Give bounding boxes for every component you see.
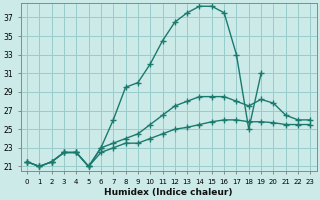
X-axis label: Humidex (Indice chaleur): Humidex (Indice chaleur) xyxy=(104,188,233,197)
